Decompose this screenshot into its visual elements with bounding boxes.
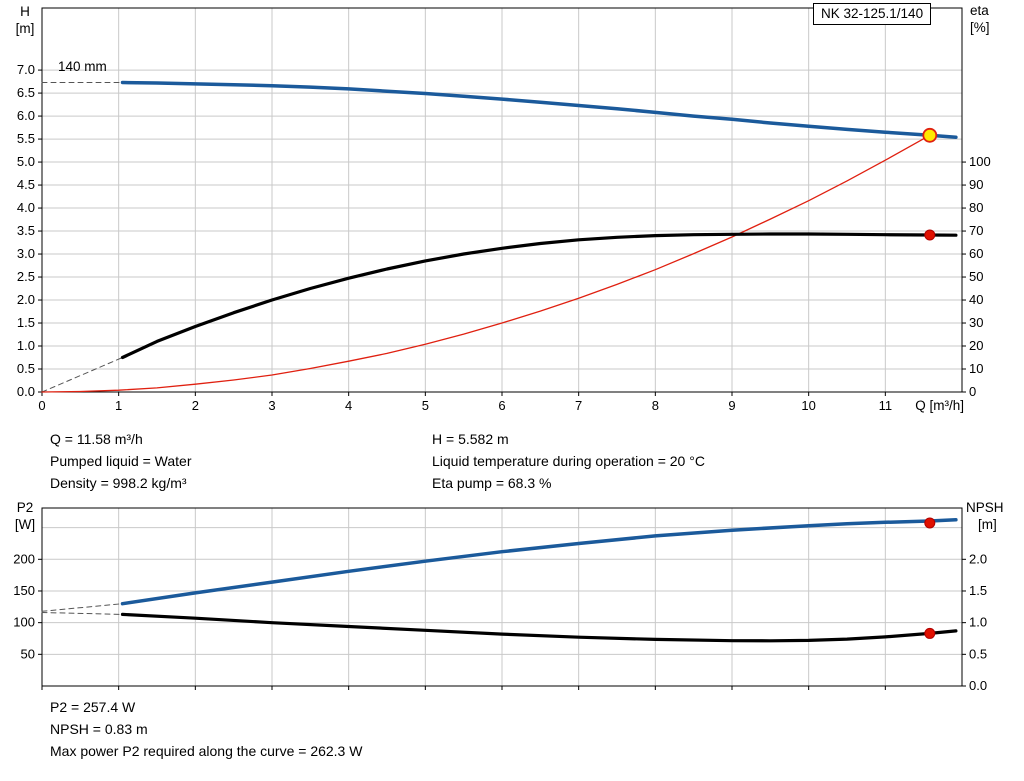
h-axis-symbol: H: [20, 4, 30, 19]
p2-curve: [120, 518, 958, 606]
eta-curve: [120, 232, 958, 360]
pump-type-label: NK 32-125.1/140: [813, 3, 932, 25]
eta-curve-extrapolated: [41, 357, 123, 393]
p2-value: P2 = 257.4 W: [50, 699, 136, 715]
npsh-axis-unit: [m]: [978, 517, 997, 532]
npsh-point: [924, 627, 936, 639]
tick-label-left: 0.5: [17, 361, 35, 376]
tick-label-left: 5.5: [17, 131, 35, 146]
tick-label-left: 7.0: [17, 62, 35, 77]
head-curve: [120, 80, 958, 139]
tick-label-left: 6.0: [17, 108, 35, 123]
tick-label-right: 90: [969, 177, 983, 192]
p2-point: [924, 517, 936, 529]
eta-pump-value: Eta pump = 68.3 %: [432, 475, 552, 491]
tick-label-left: 200: [13, 551, 35, 566]
npsh-axis-label: NPSH [m]: [966, 499, 1022, 533]
tick-label-left: 50: [21, 646, 35, 661]
tick-label-left: 6.5: [17, 85, 35, 100]
tick-label-right: 20: [969, 338, 983, 353]
tick-label-x: 3: [268, 398, 275, 413]
tick-label-x: 9: [728, 398, 735, 413]
tick-label-right: 70: [969, 223, 983, 238]
tick-label-right: 100: [969, 154, 991, 169]
npsh-curve: [120, 612, 958, 643]
duty-info-right: H = 5.582 m Liquid temperature during op…: [432, 428, 705, 494]
tick-label-right: 1.5: [969, 583, 987, 598]
p2-axis-symbol: P2: [16, 500, 34, 515]
p2-axis-label: P2 [W]: [6, 499, 44, 533]
pumped-liquid: Pumped liquid = Water: [50, 453, 192, 469]
tick-label-right: 0.0: [969, 678, 987, 693]
tick-label-left: 2.5: [17, 269, 35, 284]
tick-label-x: 0: [38, 398, 45, 413]
impeller-diameter-label: 140 mm: [58, 59, 107, 74]
max-power-value: Max power P2 required along the curve = …: [50, 743, 363, 759]
tick-label-left: 1.5: [17, 315, 35, 330]
tick-label-left: 2.0: [17, 292, 35, 307]
tick-label-x: 6: [498, 398, 505, 413]
tick-label-x: 1: [115, 398, 122, 413]
tick-label-right: 40: [969, 292, 983, 307]
tick-label-left: 4.5: [17, 177, 35, 192]
p2-curve-extrapolated: [41, 603, 123, 612]
tick-label-x: 4: [345, 398, 352, 413]
system-curve: [41, 134, 931, 393]
tick-label-right: 30: [969, 315, 983, 330]
duty-info-left: Q = 11.58 m³/h Pumped liquid = Water Den…: [50, 428, 192, 494]
tick-label-x: 10: [801, 398, 815, 413]
tick-label-right: 60: [969, 246, 983, 261]
eta-axis-unit: [%]: [970, 20, 990, 35]
tick-label-x: 11: [879, 398, 893, 413]
flow-value: Q = 11.58 m³/h: [50, 431, 143, 447]
tick-label-left: 0.0: [17, 384, 35, 399]
p2-axis-unit: [W]: [14, 517, 36, 532]
tick-label-left: 5.0: [17, 154, 35, 169]
tick-label-right: 10: [969, 361, 983, 376]
tick-label-right: 2.0: [969, 551, 987, 566]
h-axis-label: H [m]: [6, 3, 44, 37]
tick-label-left: 3.0: [17, 246, 35, 261]
density-value: Density = 998.2 kg/m³: [50, 475, 187, 491]
npsh-axis-symbol: NPSH: [966, 500, 1004, 515]
tick-label-right: 50: [969, 269, 983, 284]
tick-label-left: 1.0: [17, 338, 35, 353]
eta-axis-symbol: eta: [970, 3, 989, 18]
power-npsh-info: P2 = 257.4 W NPSH = 0.83 m Max power P2 …: [50, 696, 362, 762]
q-axis-label: Q [m³/h]: [915, 398, 964, 413]
tick-label-right: 80: [969, 200, 983, 215]
tick-label-x: 2: [192, 398, 199, 413]
head-value: H = 5.582 m: [432, 431, 509, 447]
tick-label-left: 150: [13, 583, 35, 598]
duty-point: [922, 127, 938, 143]
h-axis-unit: [m]: [15, 21, 35, 36]
liquid-temperature: Liquid temperature during operation = 20…: [432, 453, 705, 469]
tick-label-right: 0: [969, 384, 976, 399]
tick-label-right: 0.5: [969, 646, 987, 661]
tick-label-x: 7: [575, 398, 582, 413]
npsh-value: NPSH = 0.83 m: [50, 721, 148, 737]
tick-label-left: 4.0: [17, 200, 35, 215]
npsh-curve-extrapolated: [41, 612, 123, 615]
tick-label-x: 8: [652, 398, 659, 413]
tick-label-left: 100: [13, 615, 35, 630]
tick-label-right: 1.0: [969, 615, 987, 630]
eta-point: [924, 229, 936, 241]
eta-axis-label: eta [%]: [970, 2, 1020, 36]
tick-label-x: 5: [422, 398, 429, 413]
tick-label-left: 3.5: [17, 223, 35, 238]
